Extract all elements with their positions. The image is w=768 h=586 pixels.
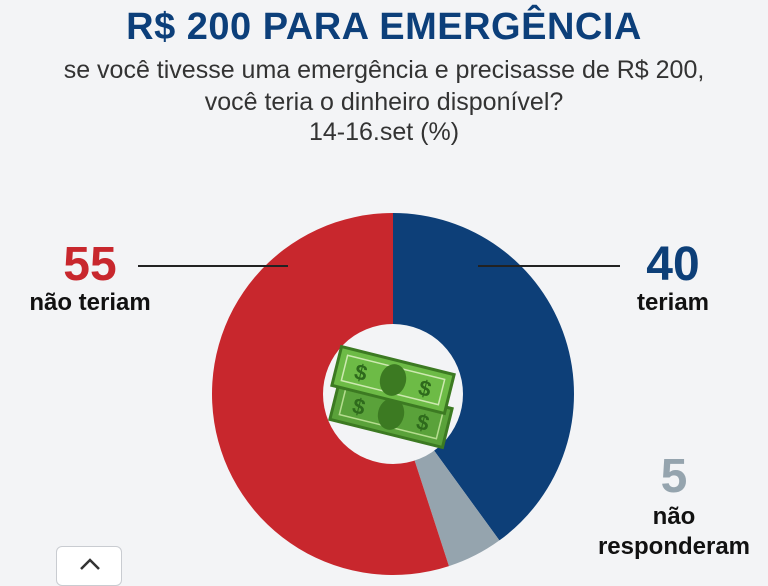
svg-text:$: $ [416, 375, 434, 402]
svg-text:$: $ [350, 393, 368, 420]
label-teriam: teriam [637, 289, 709, 316]
label-nao-teriam: não teriam [29, 289, 150, 316]
subtitle-date: 14-16.set (%) [308, 118, 460, 146]
money-bills-icon: $ $ $ $ [328, 344, 456, 450]
page-title: R$ 200 PARA EMERGÊNCIA [126, 6, 642, 48]
label-nao-responderam-line2: responderam [598, 533, 750, 560]
value-nao-teriam: 55 [63, 238, 116, 291]
svg-text:$: $ [352, 359, 370, 386]
slice-teriam [393, 213, 574, 541]
value-nao-responderam: 5 [661, 450, 688, 503]
subtitle-line-2: você teria o dinheiro disponível? [204, 88, 564, 116]
svg-text:$: $ [414, 409, 432, 436]
subtitle-line-1: se você tivesse uma emergência e precisa… [63, 56, 705, 84]
label-nao-responderam-line1: não [653, 503, 696, 530]
scroll-up-button[interactable] [56, 546, 122, 586]
value-teriam: 40 [646, 238, 699, 291]
chevron-up-icon [80, 558, 100, 570]
